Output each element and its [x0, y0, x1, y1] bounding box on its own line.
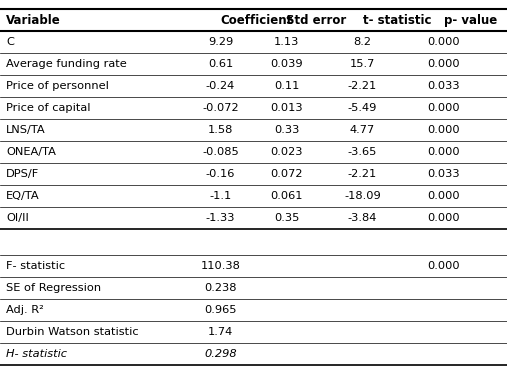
Text: F- statistic: F- statistic [6, 262, 65, 272]
Text: -0.085: -0.085 [202, 147, 239, 157]
Text: C: C [6, 37, 14, 47]
Text: 0.072: 0.072 [270, 169, 303, 179]
Text: Variable: Variable [6, 14, 61, 27]
Text: -3.84: -3.84 [348, 213, 377, 223]
Text: -0.16: -0.16 [206, 169, 235, 179]
Text: 0.33: 0.33 [274, 125, 299, 135]
Text: 0.000: 0.000 [427, 37, 460, 47]
Text: H- statistic: H- statistic [6, 349, 67, 359]
Text: 0.000: 0.000 [427, 213, 460, 223]
Text: t- statistic: t- statistic [363, 14, 431, 27]
Text: -0.072: -0.072 [202, 103, 239, 113]
Text: EQ/TA: EQ/TA [6, 191, 40, 201]
Text: 1.74: 1.74 [208, 327, 233, 337]
Text: 110.38: 110.38 [201, 262, 240, 272]
Text: 4.77: 4.77 [350, 125, 375, 135]
Text: 0.039: 0.039 [270, 59, 303, 69]
Text: 0.013: 0.013 [270, 103, 303, 113]
Text: 0.61: 0.61 [208, 59, 233, 69]
Text: 0.023: 0.023 [270, 147, 303, 157]
Text: 15.7: 15.7 [350, 59, 375, 69]
Text: Coefficient: Coefficient [221, 14, 293, 27]
Text: 0.238: 0.238 [204, 283, 237, 294]
Text: 0.000: 0.000 [427, 147, 460, 157]
Text: Adj. R²: Adj. R² [6, 305, 44, 315]
Text: 9.29: 9.29 [208, 37, 233, 47]
Text: SE of Regression: SE of Regression [6, 283, 101, 294]
Text: 8.2: 8.2 [353, 37, 372, 47]
Text: 0.35: 0.35 [274, 213, 299, 223]
Text: -3.65: -3.65 [348, 147, 377, 157]
Text: -1.33: -1.33 [206, 213, 235, 223]
Text: 0.965: 0.965 [204, 305, 237, 315]
Text: 0.000: 0.000 [427, 59, 460, 69]
Text: -0.24: -0.24 [206, 81, 235, 91]
Text: LNS/TA: LNS/TA [6, 125, 46, 135]
Text: 0.000: 0.000 [427, 103, 460, 113]
Text: 0.033: 0.033 [427, 169, 460, 179]
Text: -1.1: -1.1 [209, 191, 232, 201]
Text: -18.09: -18.09 [344, 191, 381, 201]
Text: 0.000: 0.000 [427, 191, 460, 201]
Text: ONEA/TA: ONEA/TA [6, 147, 56, 157]
Text: OI/II: OI/II [6, 213, 29, 223]
Text: 0.033: 0.033 [427, 81, 460, 91]
Text: -2.21: -2.21 [348, 81, 377, 91]
Text: Std error: Std error [286, 14, 347, 27]
Text: -5.49: -5.49 [348, 103, 377, 113]
Text: p- value: p- value [444, 14, 497, 27]
Text: Average funding rate: Average funding rate [6, 59, 127, 69]
Text: 0.061: 0.061 [270, 191, 303, 201]
Text: 0.000: 0.000 [427, 125, 460, 135]
Text: Price of capital: Price of capital [6, 103, 91, 113]
Text: 0.298: 0.298 [204, 349, 237, 359]
Text: -2.21: -2.21 [348, 169, 377, 179]
Text: 1.13: 1.13 [274, 37, 299, 47]
Text: 0.11: 0.11 [274, 81, 299, 91]
Text: Durbin Watson statistic: Durbin Watson statistic [6, 327, 139, 337]
Text: Price of personnel: Price of personnel [6, 81, 109, 91]
Text: 1.58: 1.58 [208, 125, 233, 135]
Text: DPS/F: DPS/F [6, 169, 40, 179]
Text: 0.000: 0.000 [427, 262, 460, 272]
